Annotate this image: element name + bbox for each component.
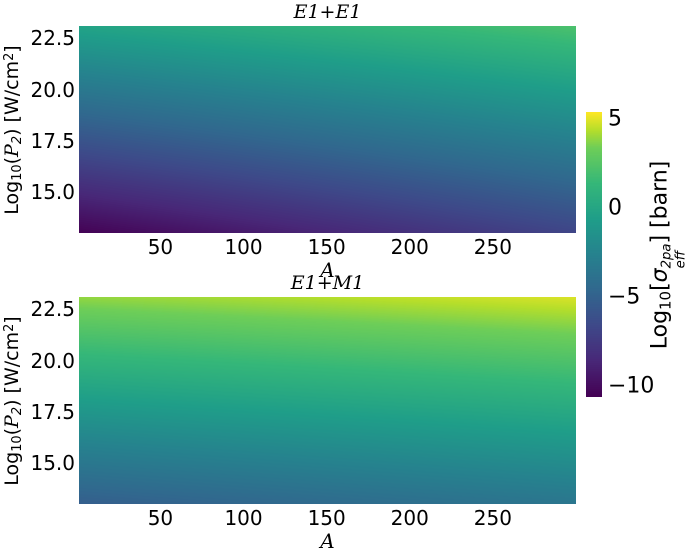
x-tick-label: 150 (307, 235, 346, 259)
x-axis-ticks-e1e1: 50 100 150 200 250 (79, 233, 576, 261)
panel-title-e1e1: E1+E1 (293, 1, 362, 23)
y-tick-label: 22.5 (30, 297, 75, 322)
x-tick-label: 150 (307, 506, 346, 530)
colorbar-tick-label: 0 (608, 195, 622, 221)
script-p-symbol: P (0, 414, 23, 428)
y-tick-label: 22.5 (30, 26, 75, 51)
y-tick-label: 15.0 (30, 180, 75, 204)
x-tick-label: 50 (147, 506, 174, 530)
panel-e1m1: E1+M1 50 100 150 200 250 22.5 20.0 17.5 15.0 A … (1, 272, 576, 548)
x-tick-label: 250 (473, 506, 512, 530)
x-axis-label-e1e1: A (320, 258, 335, 282)
heatmap-e1e1 (79, 26, 576, 233)
colorbar: 5 0 −5 −10 (586, 107, 654, 399)
x-axis-label-e1m1: A (320, 529, 335, 548)
colorbar-ticks: 5 0 −5 −10 (602, 107, 662, 399)
colorbar-tick-label: 5 (608, 106, 622, 132)
colorbar-tick-label: −10 (608, 373, 655, 399)
panel-e1e1: E1+E1 50 100 150 200 250 22.5 20.0 17.5 15.0 A … (1, 1, 576, 282)
y-tick-label: 20.0 (30, 348, 75, 373)
x-tick-label: 200 (390, 235, 429, 259)
colorbar-tick-label: −5 (608, 284, 641, 310)
script-p-symbol: P (0, 143, 23, 157)
sigma-symbol: σ (647, 268, 673, 283)
x-tick-label: 200 (390, 506, 429, 530)
y-tick-label: 15.0 (30, 451, 75, 475)
x-tick-label: 100 (224, 235, 263, 259)
colorbar-gradient (586, 112, 602, 397)
x-tick-label: 100 (224, 506, 263, 530)
panel-title-e1m1: E1+M1 (290, 272, 365, 294)
x-axis-ticks-e1m1: 50 100 150 200 250 (79, 504, 576, 532)
y-tick-label: 17.5 (30, 399, 75, 424)
y-tick-label: 20.0 (30, 77, 75, 102)
y-axis-ticks-e1e1: 22.5 20.0 17.5 15.0 (21, 26, 79, 233)
x-tick-label: 250 (473, 235, 512, 259)
x-tick-label: 50 (147, 235, 174, 259)
y-axis-ticks-e1m1: 22.5 20.0 17.5 15.0 (21, 297, 79, 504)
heatmap-e1m1 (79, 297, 576, 504)
y-tick-label: 17.5 (30, 128, 75, 153)
sigma-supsub: 2pa eff (659, 243, 689, 269)
